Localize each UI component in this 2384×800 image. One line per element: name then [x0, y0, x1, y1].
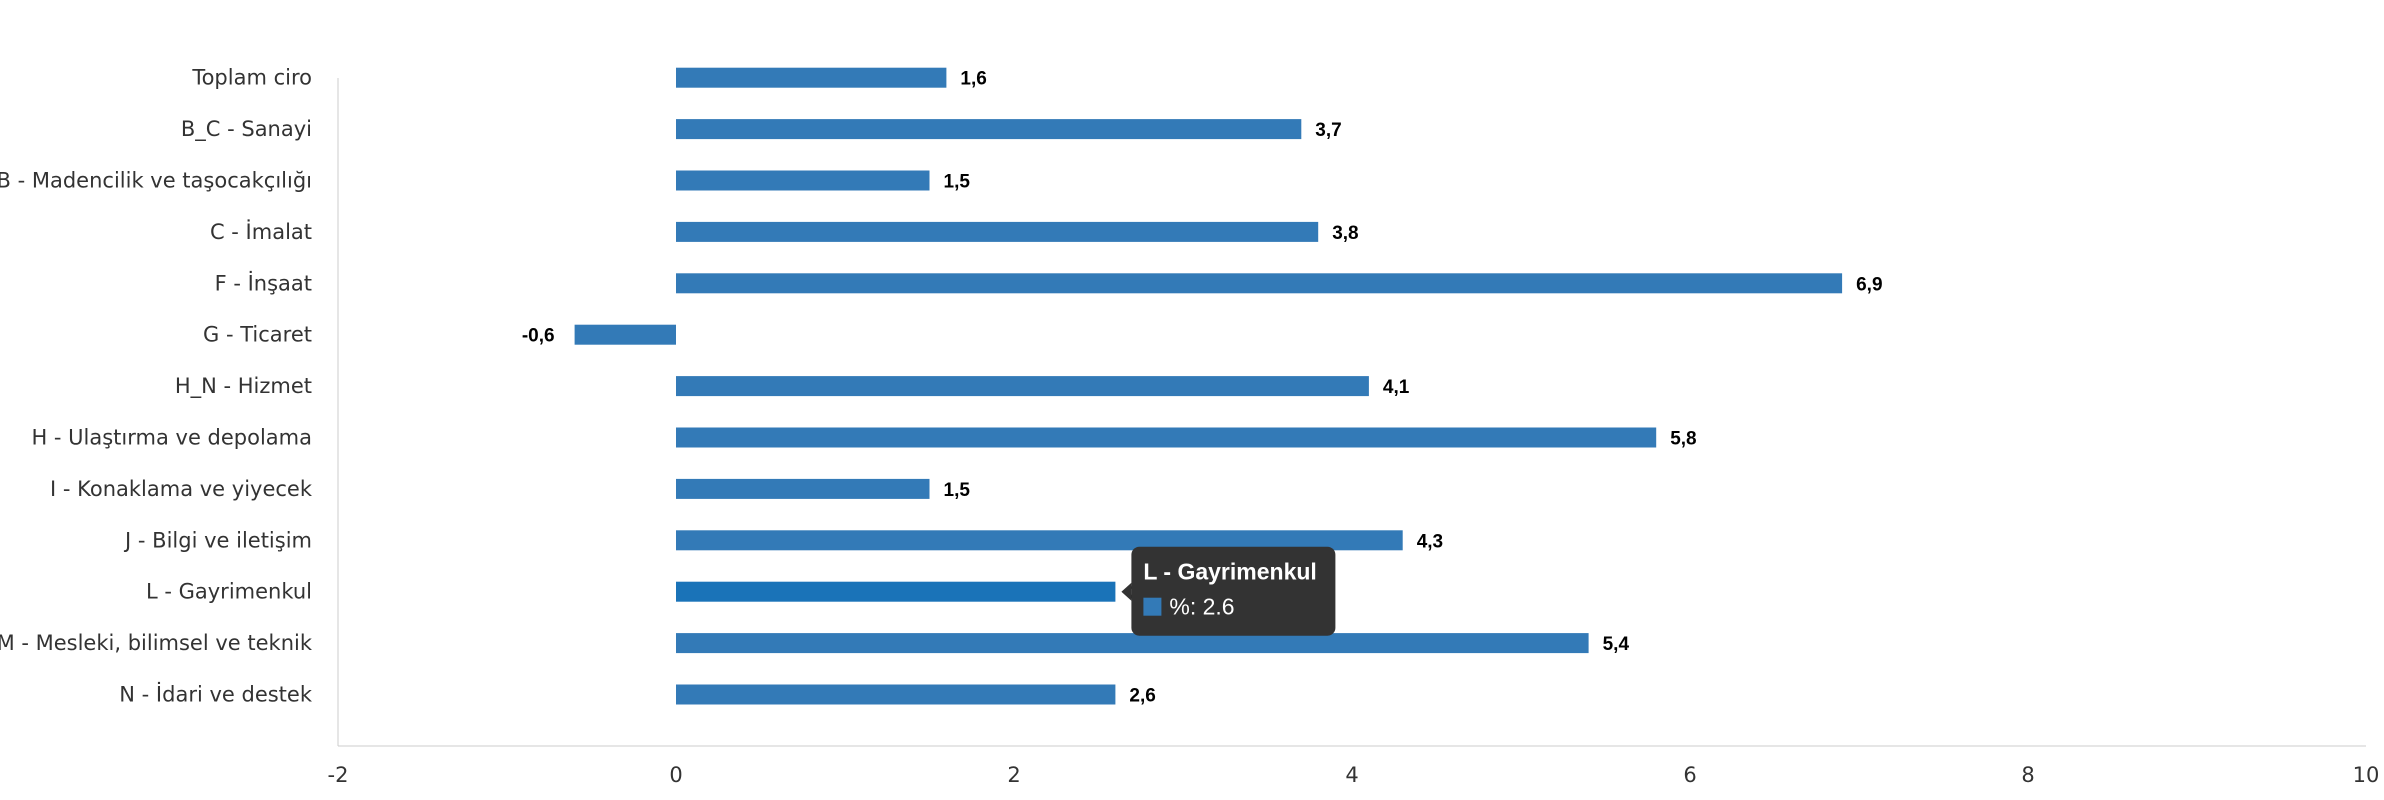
bar[interactable] — [676, 684, 1116, 705]
tooltip-value: %: 2.6 — [1169, 594, 1234, 620]
x-tick-label: 0 — [669, 763, 682, 787]
bar[interactable] — [676, 376, 1369, 397]
data-label: 4,3 — [1417, 531, 1443, 552]
category-label: C - İmalat — [210, 219, 312, 244]
category-label: L - Gayrimenkul — [146, 580, 312, 604]
tooltip-title: L - Gayrimenkul — [1143, 559, 1316, 585]
data-label: 1,5 — [944, 480, 971, 501]
x-tick-label: 8 — [2021, 763, 2034, 787]
data-label: 4,1 — [1383, 377, 1410, 398]
x-tick-label: 10 — [2353, 763, 2380, 787]
x-tick-label: 6 — [1683, 763, 1696, 787]
tooltip: L - Gayrimenkul %: 2.6 — [1121, 546, 1336, 636]
bar[interactable] — [676, 633, 1589, 654]
x-tick-labels: -2 0 2 4 6 8 10 — [328, 763, 2380, 787]
tooltip-background — [1131, 546, 1336, 636]
category-label: F - İnşaat — [215, 270, 312, 295]
data-label: 5,4 — [1603, 634, 1630, 655]
category-labels: Toplam ciro B_C - Sanayi B - Madencilik ve… — [0, 66, 313, 707]
category-label: J - Bilgi ve iletişim — [123, 528, 312, 552]
bar[interactable] — [676, 273, 1843, 294]
category-label: B - Madencilik ve taşocakçılığı — [0, 169, 312, 193]
category-label: I - Konaklama ve yiyecek — [50, 477, 313, 501]
data-label: 1,5 — [944, 172, 971, 193]
data-label: 6,9 — [1856, 274, 1882, 295]
tooltip-series-swatch — [1143, 597, 1162, 616]
bar[interactable] — [676, 530, 1403, 551]
bar[interactable] — [676, 119, 1302, 140]
bar[interactable] — [676, 478, 930, 499]
category-label: M - Mesleki, bilimsel ve teknik — [0, 631, 313, 655]
bar[interactable] — [676, 170, 930, 191]
data-label: 2,6 — [1129, 686, 1155, 707]
category-label: Toplam ciro — [191, 66, 312, 90]
bar[interactable] — [676, 221, 1319, 242]
tooltip-pointer — [1121, 582, 1132, 601]
category-label: N - İdari ve destek — [119, 682, 313, 707]
bar[interactable] — [676, 581, 1116, 602]
data-label: 3,8 — [1332, 223, 1358, 244]
bar[interactable] — [676, 427, 1657, 448]
x-tick-label: -2 — [328, 763, 349, 787]
data-label: -0,6 — [522, 326, 555, 347]
data-label: 3,7 — [1315, 120, 1341, 141]
bar[interactable] — [574, 324, 676, 345]
category-label: B_C - Sanayi — [181, 117, 312, 142]
data-label: 5,8 — [1670, 429, 1696, 450]
data-label: 1,6 — [960, 69, 986, 90]
bar[interactable] — [676, 67, 947, 88]
category-label: G - Ticaret — [203, 323, 312, 347]
category-label: H - Ulaştırma ve depolama — [31, 426, 312, 450]
x-tick-label: 4 — [1345, 763, 1358, 787]
bars-layer — [574, 67, 1843, 705]
x-tick-label: 2 — [1007, 763, 1020, 787]
category-label: H_N - Hizmet — [175, 374, 312, 399]
